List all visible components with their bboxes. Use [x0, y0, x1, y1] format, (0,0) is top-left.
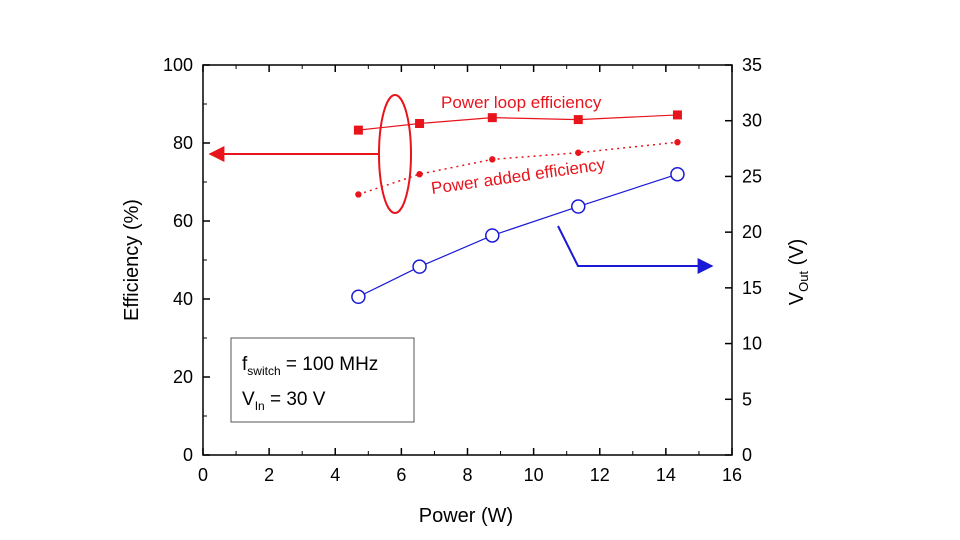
- x-axis-ticks: 0 2 4 6 8 10 12 14 16: [198, 65, 742, 485]
- y2-axis-title-sub: Out: [796, 271, 811, 292]
- efficiency-group-ellipse: [378, 94, 412, 214]
- info-box: [230, 337, 415, 423]
- info-f-rest: = 100 MHz: [281, 354, 379, 375]
- series-2-point: [351, 289, 366, 305]
- series-2-point: [485, 228, 500, 243]
- y2-tick-label: 15: [742, 278, 762, 298]
- series-1-point: [489, 156, 496, 163]
- y2-tick-label: 30: [742, 111, 762, 131]
- series-2-point: [571, 199, 586, 214]
- info-v-rest: = 30 V: [265, 389, 326, 410]
- x-tick-label: 14: [656, 465, 676, 485]
- power-loop-label: Power loop efficiency: [441, 93, 602, 112]
- y2-tick-label: 25: [742, 166, 762, 186]
- series-1-point: [416, 171, 423, 178]
- series-1-point: [674, 139, 681, 146]
- y-tick-label: 100: [163, 55, 193, 75]
- x-tick-label: 6: [396, 465, 406, 485]
- x-tick-label: 10: [524, 465, 544, 485]
- info-f-sub: switch: [247, 364, 280, 378]
- y2-axis-title-unit: (V): [786, 239, 808, 271]
- x-tick-label: 8: [462, 465, 472, 485]
- series-0-point: [573, 115, 583, 125]
- y2-tick-label: 5: [742, 389, 752, 409]
- series-0-point: [487, 113, 497, 123]
- x-tick-label: 12: [590, 465, 610, 485]
- x-tick-label: 0: [198, 465, 208, 485]
- info-v-main: V: [242, 389, 255, 410]
- y-tick-label: 80: [173, 133, 193, 153]
- y-tick-label: 20: [173, 367, 193, 387]
- series-1-point: [575, 149, 582, 156]
- y2-tick-label: 20: [742, 222, 762, 242]
- series-0-point: [353, 125, 363, 135]
- series-0-point: [415, 119, 425, 128]
- series-0-line: [358, 114, 678, 131]
- series-2-point: [412, 259, 427, 274]
- y2-tick-label: 35: [742, 55, 762, 75]
- series-2-point: [670, 166, 685, 182]
- y2-tick-label: 0: [742, 445, 752, 465]
- y2-axis-ticks: 0 5 10 15 20 25 30 35: [725, 55, 762, 465]
- y-tick-label: 60: [173, 211, 193, 231]
- info-input-voltage: VIn = 30 V: [242, 389, 326, 413]
- series-0-point: [672, 110, 682, 120]
- info-v-sub: In: [255, 399, 265, 413]
- info-switch-frequency: fswitch = 100 MHz: [242, 354, 378, 378]
- power-added-label: Power added efficiency: [430, 155, 607, 198]
- y2-tick-label: 10: [742, 334, 762, 354]
- x-tick-label: 16: [722, 465, 742, 485]
- series-1-point: [355, 191, 362, 198]
- x-tick-label: 4: [330, 465, 340, 485]
- y2-axis-title: VOut (V): [786, 239, 811, 306]
- right-axis-arrow: [557, 225, 714, 274]
- y-tick-label: 40: [173, 289, 193, 309]
- y-axis-title: Efficiency (%): [121, 199, 143, 321]
- x-axis-title: Power (W): [419, 505, 513, 527]
- y-tick-label: 0: [183, 445, 193, 465]
- y-axis-ticks: 0 20 40 60 80 100: [163, 55, 210, 465]
- x-tick-label: 2: [264, 465, 274, 485]
- y2-axis-title-main: V: [786, 291, 808, 305]
- info-f-main: f: [242, 354, 248, 375]
- series-layer: [351, 110, 685, 305]
